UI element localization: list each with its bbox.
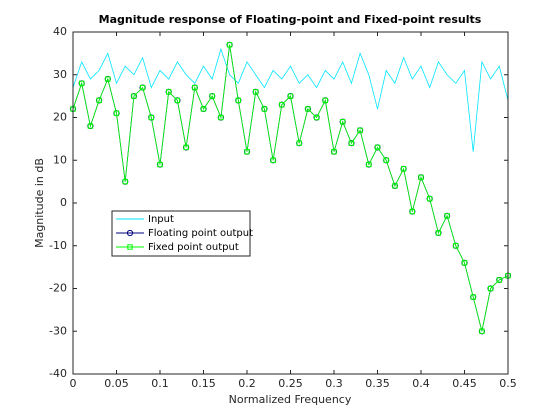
marker: [127, 244, 133, 250]
marker: [340, 119, 346, 125]
marker: [496, 277, 503, 283]
marker: [470, 294, 476, 300]
marker: [270, 157, 276, 163]
y-tick-label: 0: [60, 196, 67, 209]
marker: [113, 110, 120, 116]
marker: [131, 93, 137, 99]
x-tick-label: 0.05: [104, 377, 129, 390]
marker: [261, 106, 268, 112]
marker: [366, 161, 372, 168]
y-tick-label: 30: [53, 68, 67, 81]
x-tick-label: 0: [70, 377, 77, 390]
marker: [444, 213, 450, 219]
marker: [105, 76, 111, 82]
x-axis-label: Normalized Frequency: [229, 393, 352, 406]
marker: [287, 93, 294, 99]
y-axis-label: Magnitude in dB: [33, 158, 46, 248]
series: [72, 47, 509, 152]
marker: [400, 166, 407, 172]
series-line: [72, 44, 509, 332]
x-tick-label: 0.35: [365, 377, 390, 390]
marker: [305, 106, 311, 112]
series: [70, 42, 511, 334]
marker: [461, 260, 468, 266]
x-tick-label: 0.5: [499, 377, 517, 390]
marker: [244, 149, 250, 155]
marker: [200, 106, 207, 112]
marker: [409, 208, 416, 215]
marker: [479, 328, 485, 334]
marker: [296, 140, 302, 146]
marker: [96, 97, 102, 104]
marker: [418, 174, 424, 181]
marker: [331, 149, 337, 155]
y-tick-label: 40: [53, 25, 67, 38]
marker: [226, 42, 233, 48]
plot-area: [73, 32, 508, 374]
x-tick-label: 0.15: [191, 377, 216, 390]
y-tick-label: 20: [53, 111, 67, 124]
x-tick-label: 0.3: [325, 377, 343, 390]
chart-title: Magnitude response of Floating-point and…: [99, 13, 482, 26]
marker: [279, 101, 285, 108]
marker: [157, 161, 163, 168]
marker: [322, 97, 329, 104]
marker: [392, 183, 398, 189]
y-tick-label: -30: [49, 324, 67, 337]
marker: [435, 230, 442, 236]
marker: [174, 97, 181, 104]
y-tick-label: -40: [49, 367, 67, 380]
marker: [357, 127, 363, 134]
y-tick-label: 10: [53, 153, 67, 166]
marker: [487, 285, 494, 292]
x-tick-label: 0.45: [452, 377, 477, 390]
marker: [183, 144, 189, 151]
marker: [453, 243, 459, 249]
marker: [192, 84, 198, 91]
axes-box: [72, 31, 509, 375]
x-tick-label: 0.2: [238, 377, 256, 390]
x-tick-label: 0.25: [278, 377, 303, 390]
marker: [79, 80, 85, 86]
marker: [87, 123, 94, 129]
marker: [253, 89, 259, 95]
y-tick-label: -20: [49, 282, 67, 295]
y-tick-label: -10: [49, 239, 67, 252]
legend-text: Input: [148, 214, 174, 225]
marker: [374, 144, 381, 151]
marker: [348, 140, 355, 146]
marker: [122, 178, 128, 185]
marker: [218, 114, 224, 121]
marker: [313, 114, 320, 121]
marker: [427, 196, 433, 202]
marker: [209, 93, 215, 99]
marker: [383, 157, 389, 163]
legend-text: Fixed point output: [148, 242, 239, 253]
series-line: [72, 47, 509, 152]
marker: [166, 89, 172, 95]
marker: [235, 97, 242, 104]
marker: [139, 84, 146, 91]
marker: [148, 114, 155, 121]
marker: [126, 229, 134, 237]
x-tick-label: 0.4: [412, 377, 430, 390]
x-tick-label: 0.1: [151, 377, 169, 390]
legend-text: Floating point output: [148, 228, 253, 239]
